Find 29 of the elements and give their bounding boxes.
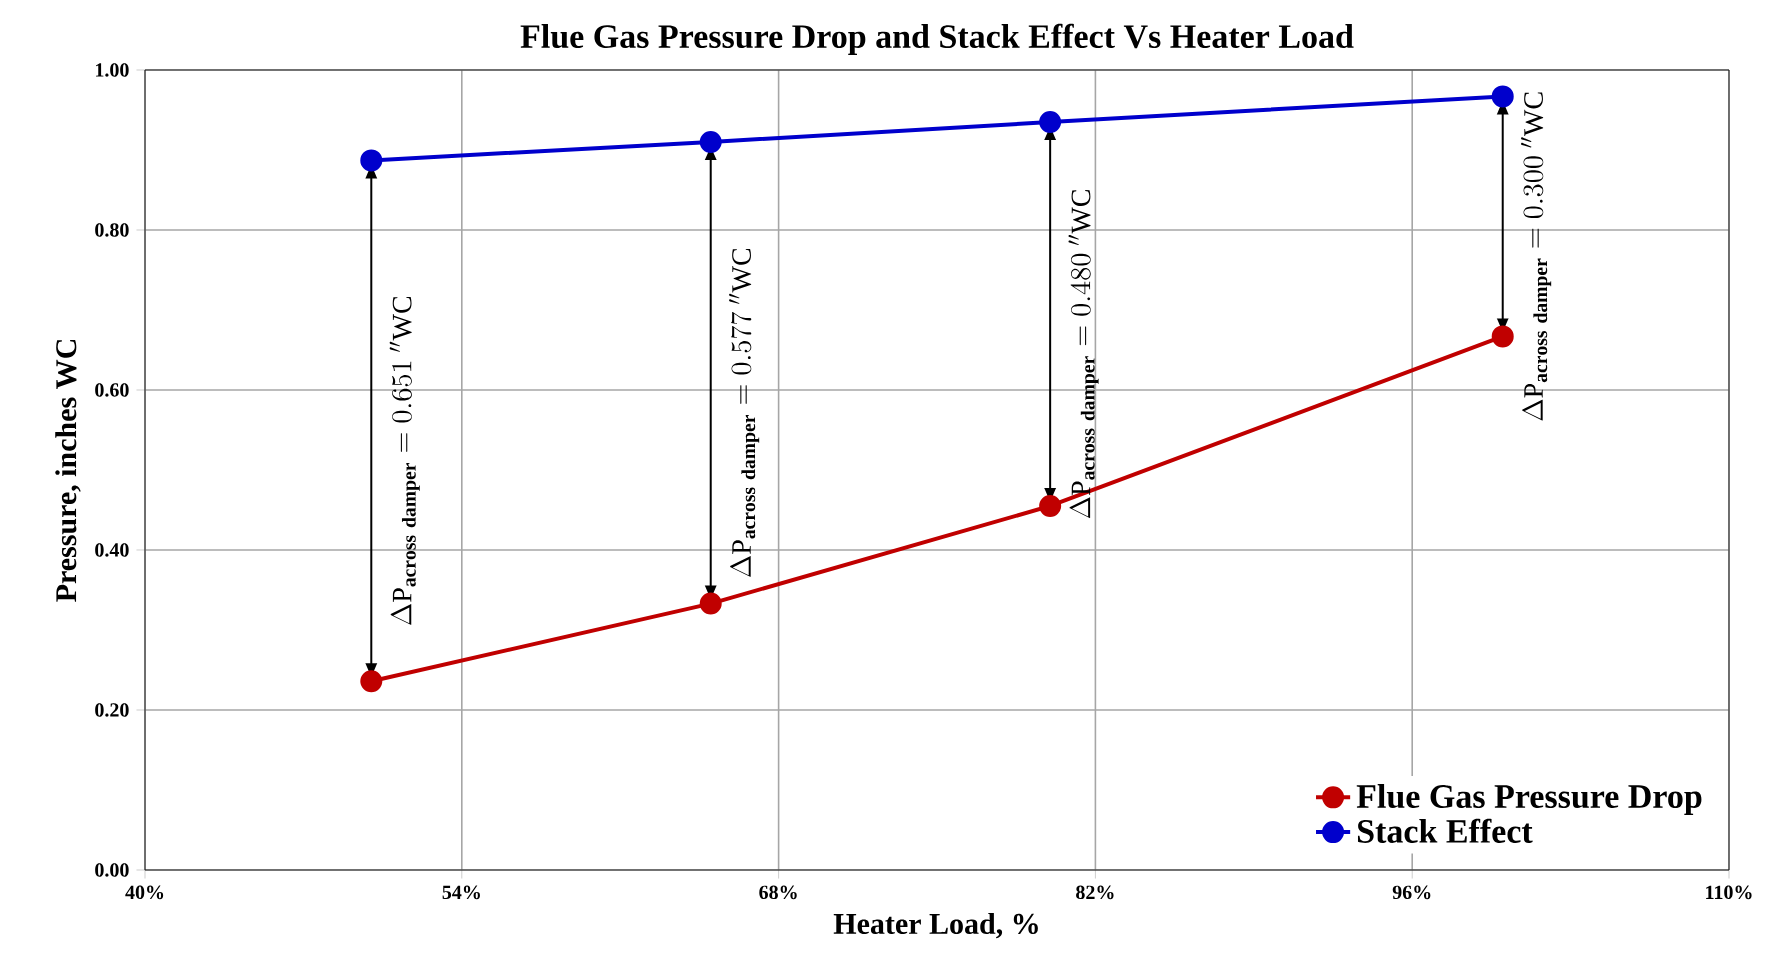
x-tick-label: 40% [125,885,164,900]
point [360,149,383,172]
point [1491,85,1514,108]
legend-label: Stack Effect [1357,818,1533,843]
point [1039,494,1062,517]
point [699,592,722,615]
y-tick-label: 0.80 [95,223,129,237]
y-tick-label: 0.20 [95,703,129,717]
chart-title: Flue Gas Pressure Drop and Stack Effect Vs Heater Load [520,23,1354,55]
annotation: $\Delta\mathrm{P}_{\mathbf{across\ damper}}= 0.651\ \mathrm{''WC}$ [389,296,420,625]
x-tick-label: 96% [1392,885,1431,900]
point [699,130,722,153]
annotation: $\Delta\mathrm{P}_{\mathbf{across\ damper}}= 0.480\ \mathrm{''WC}$ [1068,190,1099,519]
y-tick-label: 1.00 [96,63,129,77]
legend-label: Flue Gas Pressure Drop [1356,784,1702,815]
x-tick-label: 82% [1076,885,1114,900]
x-tick-label: 110% [1706,885,1752,900]
y-tick-label: 0.60 [95,383,129,397]
point [1491,325,1514,348]
annotation: $\Delta\mathrm{P}_{\mathbf{across\ damper}}= 0.300\ \mathrm{''WC}$ [1521,92,1552,421]
x-axis-title: Heater Load, % [833,912,1038,939]
x-tick-label: 54% [442,885,480,900]
point [1039,110,1062,133]
annotation: $\Delta\mathrm{P}_{\mathbf{across\ damper}}= 0.577\ \mathrm{''WC}$ [729,248,760,577]
y-tick-label: 0.00 [95,863,129,877]
x-tick-label: 68% [759,885,797,900]
y-tick-label: 0.40 [95,543,129,557]
point [360,670,383,693]
y-axis-title: Pressure, inches WC [55,339,81,602]
